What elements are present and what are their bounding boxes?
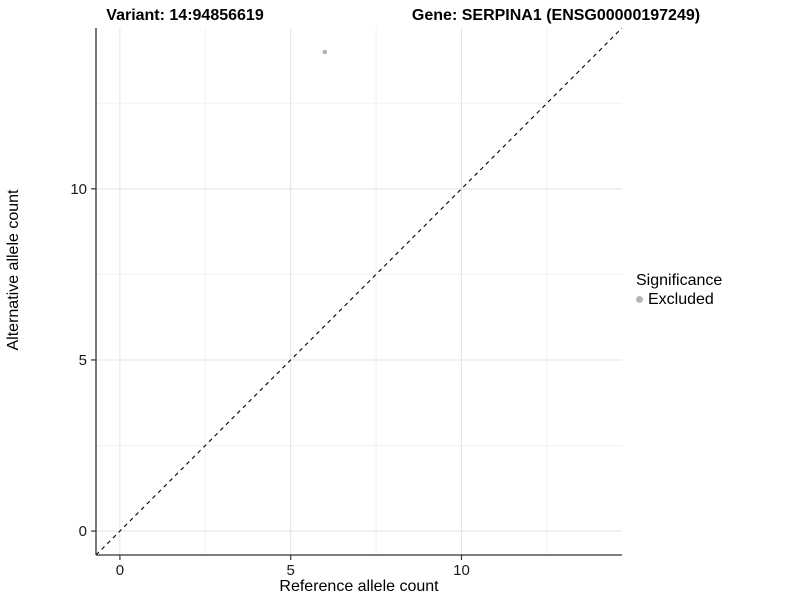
x-axis-title: Reference allele count (279, 578, 439, 595)
legend-entry-label: Excluded (648, 291, 714, 308)
plot-title-gene: Gene: SERPINA1 (ENSG00000197249) (411, 7, 701, 24)
y-tick-label: 0 (79, 523, 87, 540)
legend: Significance Excluded (636, 271, 722, 309)
legend-entry-excluded: Excluded (636, 290, 722, 309)
legend-point-icon (636, 296, 643, 303)
y-tick-label: 5 (79, 352, 87, 369)
identity-reference-line (95, 27, 623, 556)
data-point (322, 49, 328, 55)
plot-title-variant: Variant: 14:94856619 (106, 7, 264, 24)
x-tick-label: 10 (453, 562, 470, 579)
legend-title: Significance (636, 272, 723, 289)
x-tick-label: 0 (116, 562, 124, 579)
x-tick-label: 5 (287, 562, 295, 579)
y-tick-label: 10 (70, 181, 87, 198)
